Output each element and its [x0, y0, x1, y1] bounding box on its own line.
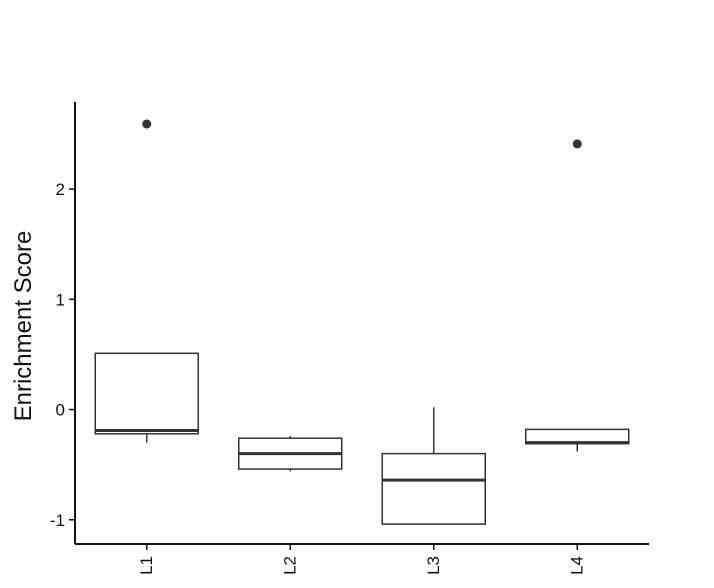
x-tick-label: L4	[567, 556, 586, 575]
boxplot-l1	[94, 119, 199, 443]
y-tick-label: -1	[50, 511, 65, 530]
axes-layer: -1 0 1 2 L1 L2 L3 L4	[50, 102, 649, 575]
y-tick-label: 1	[56, 290, 65, 309]
outlier-point	[142, 119, 152, 129]
outlier-point	[572, 139, 582, 149]
y-tick-label: 2	[56, 180, 65, 199]
y-axis-title: Enrichment Score	[10, 231, 37, 422]
labels-layer: Enrichment Score	[10, 231, 37, 422]
y-tick-label: 0	[56, 401, 65, 420]
x-tick-label: L3	[424, 556, 443, 575]
iqr-box	[381, 452, 486, 525]
boxes-layer	[94, 119, 630, 525]
boxplot-l4	[525, 139, 630, 452]
x-tick-label: L2	[280, 556, 299, 575]
x-tick-label: L1	[137, 556, 156, 575]
boxplot-l2	[238, 435, 343, 472]
iqr-box	[94, 352, 199, 435]
boxplot-l3	[381, 407, 486, 525]
